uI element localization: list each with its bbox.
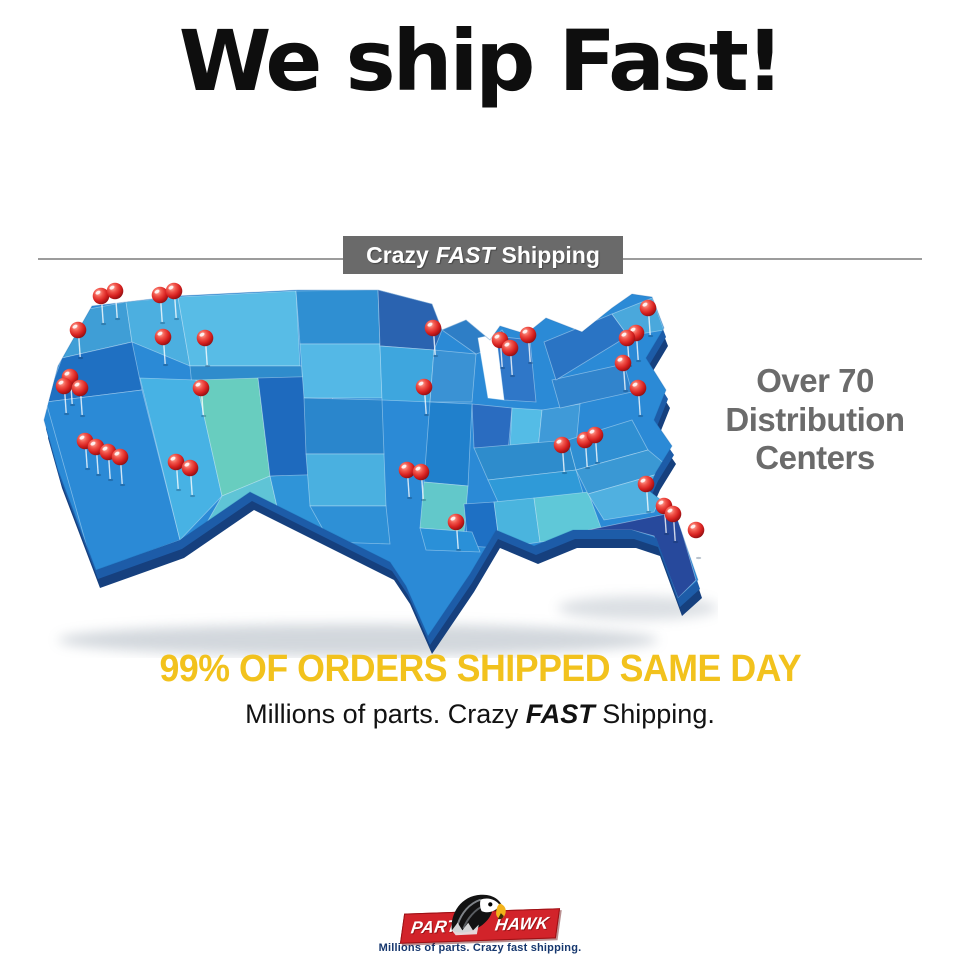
map-pin (92, 287, 110, 326)
map-pin (553, 436, 571, 475)
map-pin (519, 326, 537, 365)
map-pin (151, 286, 169, 325)
state-region (429, 349, 477, 403)
ribbon-word-fast: FAST (435, 241, 495, 268)
state-region (299, 343, 383, 399)
state-region (303, 397, 385, 455)
map-pin (586, 426, 604, 465)
shipping-ribbon: Crazy FAST Shipping (343, 236, 623, 274)
map-pin (111, 448, 129, 487)
tagline-prefix: Millions of parts. Crazy (245, 699, 526, 729)
map-pin (637, 475, 655, 514)
callout-line: Over 70 (756, 362, 874, 399)
map-pin (424, 319, 442, 358)
same-day-text: 99% OF ORDERS SHIPPED SAME DAY (159, 648, 801, 690)
ribbon-word: Shipping (501, 241, 600, 268)
map-pin (447, 513, 465, 552)
tagline-fast: FAST (525, 699, 595, 729)
map-pin (687, 521, 705, 560)
map-pin (165, 282, 183, 321)
state-region (423, 401, 473, 487)
tagline: Millions of parts. Crazy FAST Shipping. (0, 699, 960, 730)
map-pin (154, 328, 172, 367)
map-pin (196, 329, 214, 368)
ribbon-word: Crazy (366, 241, 429, 268)
callout-line: Distribution (725, 400, 905, 438)
partshawk-logo: PARTS HAWK Millions of parts. Crazy fast… (0, 892, 960, 954)
map-pin (106, 282, 124, 321)
map-pin (415, 378, 433, 417)
map-pin (501, 339, 519, 378)
map-pin (412, 463, 430, 502)
us-distribution-map (28, 278, 718, 658)
map-pin (167, 453, 185, 492)
distribution-callout: Over 70 Distribution Centers (697, 362, 933, 478)
us-map-svg (43, 282, 718, 656)
map-pin (639, 299, 657, 338)
state-region (471, 403, 513, 453)
pins-layer (55, 282, 705, 560)
state-region (295, 290, 381, 345)
logo-tagline: Millions of parts. Crazy fast shipping. (378, 942, 582, 954)
map-pin (629, 379, 647, 418)
page-title: We ship Fast! (178, 12, 784, 110)
callout-line: Centers (755, 439, 875, 477)
map-pin (181, 459, 199, 498)
same-day-banner: 99% OF ORDERS SHIPPED SAME DAY (0, 648, 960, 691)
map-pin (192, 379, 210, 418)
map-pin (398, 461, 416, 500)
map-pin (664, 505, 682, 544)
map-pin (69, 321, 87, 360)
map-pin (71, 379, 89, 418)
state-region (177, 290, 301, 367)
logo-banner-wrap: PARTS HAWK (399, 892, 561, 944)
map-pin (55, 377, 73, 416)
state-region (305, 453, 387, 507)
hawk-icon (451, 894, 506, 936)
state-region (419, 527, 481, 553)
tagline-suffix: Shipping. (594, 699, 715, 729)
map-pin (614, 354, 632, 393)
